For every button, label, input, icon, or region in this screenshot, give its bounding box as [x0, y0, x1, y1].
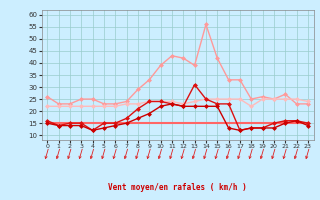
Text: Vent moyen/en rafales ( km/h ): Vent moyen/en rafales ( km/h ) [108, 183, 247, 192]
